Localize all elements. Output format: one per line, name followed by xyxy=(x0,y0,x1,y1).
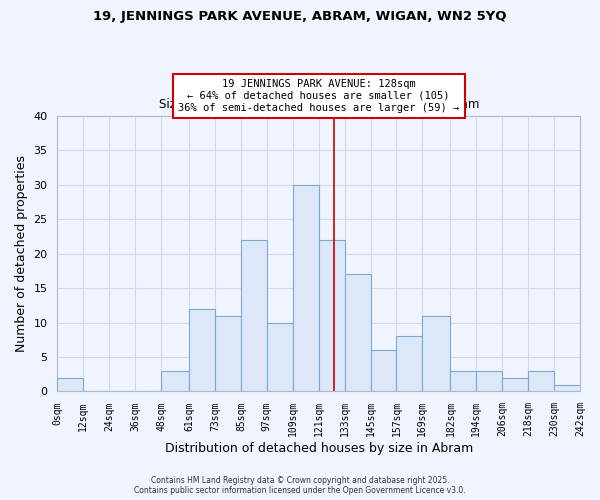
Y-axis label: Number of detached properties: Number of detached properties xyxy=(15,155,28,352)
Bar xyxy=(58,378,83,392)
Bar xyxy=(528,371,554,392)
Bar xyxy=(397,336,422,392)
Bar xyxy=(554,384,580,392)
Bar xyxy=(267,322,293,392)
Bar xyxy=(319,240,344,392)
Text: 19, JENNINGS PARK AVENUE, ABRAM, WIGAN, WN2 5YQ: 19, JENNINGS PARK AVENUE, ABRAM, WIGAN, … xyxy=(93,10,507,23)
Text: 19 JENNINGS PARK AVENUE: 128sqm
← 64% of detached houses are smaller (105)
36% o: 19 JENNINGS PARK AVENUE: 128sqm ← 64% of… xyxy=(178,80,460,112)
Text: Contains HM Land Registry data © Crown copyright and database right 2025.
Contai: Contains HM Land Registry data © Crown c… xyxy=(134,476,466,495)
Bar xyxy=(189,309,215,392)
Bar xyxy=(241,240,267,392)
Title: Size of property relative to detached houses in Abram: Size of property relative to detached ho… xyxy=(158,98,479,110)
Bar xyxy=(215,316,241,392)
X-axis label: Distribution of detached houses by size in Abram: Distribution of detached houses by size … xyxy=(164,442,473,455)
Bar xyxy=(502,378,528,392)
Bar xyxy=(476,371,502,392)
Bar xyxy=(293,185,319,392)
Bar xyxy=(451,371,476,392)
Bar xyxy=(371,350,397,392)
Bar xyxy=(422,316,451,392)
Bar xyxy=(344,274,371,392)
Bar xyxy=(161,371,189,392)
